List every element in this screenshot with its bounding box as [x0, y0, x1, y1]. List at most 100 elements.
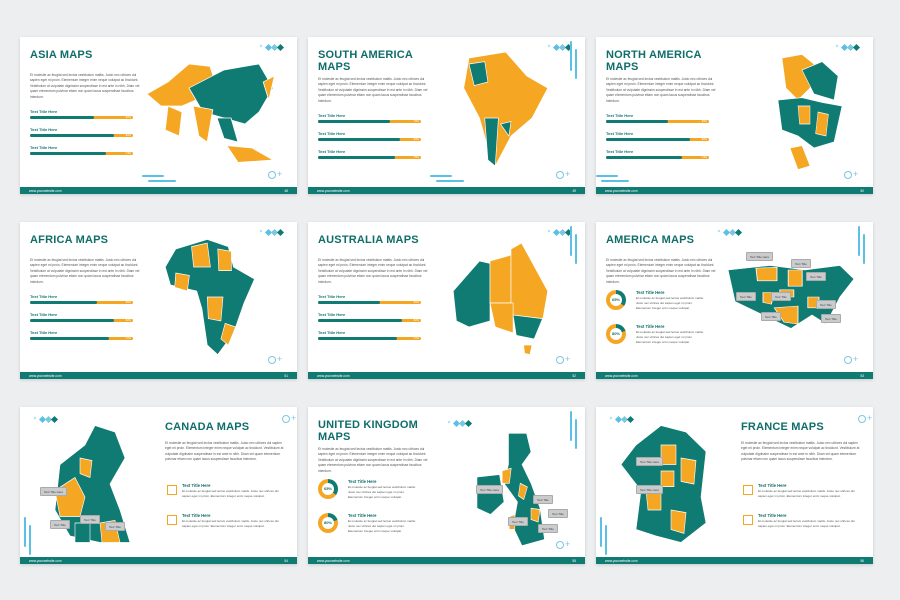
- diamond-decoration: [259, 44, 263, 48]
- map-region: [789, 145, 811, 171]
- slide-paragraph: Et molestie ac feugiat sed lectus vestib…: [318, 447, 428, 473]
- diamond-decoration: [547, 44, 551, 48]
- slide-africa[interactable]: AFRICA MAPS Et molestie ac feugiat sed le…: [20, 222, 297, 379]
- map-callout[interactable]: Text Title: [771, 292, 791, 301]
- south-america-map: [463, 52, 549, 167]
- bar-label: Text Title Here: [30, 145, 58, 150]
- map-region: [174, 272, 190, 292]
- map-region: [781, 54, 815, 101]
- slide-paragraph: Et molestie ac feugiat sed lectus vestib…: [165, 441, 284, 462]
- map-callout[interactable]: Text Title: [538, 524, 558, 533]
- slide-france[interactable]: FRANCE MAPS Et molestie ac feugiat sed le…: [596, 407, 873, 564]
- progress-percent: 80%: [413, 137, 419, 141]
- slide-america[interactable]: AMERICA MAPS Et molestie ac feugiat sed l…: [596, 222, 873, 379]
- progress-fill: [30, 116, 94, 119]
- map-callout[interactable]: Text Title: [791, 259, 811, 268]
- footer-url[interactable]: www.yourwebsite.com: [605, 188, 638, 193]
- bar-chart-icon: [743, 485, 753, 495]
- footer-url[interactable]: www.yourwebsite.com: [29, 558, 62, 563]
- map-callout[interactable]: Text Title: [105, 522, 125, 531]
- map-region: [220, 322, 237, 346]
- slide-paragraph: Et molestie ac feugiat sed lectus vestib…: [606, 77, 716, 103]
- map-callout[interactable]: Text Title: [533, 495, 553, 504]
- slide-canada[interactable]: CANADA MAPS Et molestie ac feugiat sed le…: [20, 407, 297, 564]
- circle-decoration: [282, 415, 290, 423]
- map-callout[interactable]: Text Title: [816, 300, 836, 309]
- bar-label: Text Title Here: [30, 330, 58, 335]
- map-callout[interactable]: Text Title Here: [636, 485, 664, 494]
- progress-fill: [30, 152, 107, 155]
- progress-percent: 82%: [413, 318, 419, 322]
- page-number: 50: [860, 188, 864, 193]
- footer-url[interactable]: www.yourwebsite.com: [605, 373, 638, 378]
- map-callout[interactable]: Text Title: [821, 314, 841, 323]
- item-text: Et molestie ac feugiat sed lectus vestib…: [758, 519, 855, 528]
- page-number: 54: [284, 558, 288, 563]
- item-text: Et molestie ac feugiat sed lectus vestib…: [636, 330, 704, 344]
- progress-percent: 62%: [125, 115, 131, 119]
- footer-url[interactable]: www.yourwebsite.com: [605, 558, 638, 563]
- map-callout[interactable]: Text Title Here: [476, 485, 504, 494]
- map-region: [815, 111, 829, 137]
- diamond-decoration: [609, 416, 613, 420]
- map-region: [226, 145, 275, 163]
- progress-fill: [30, 301, 97, 304]
- slide-footer: www.yourwebsite.com 50: [596, 187, 873, 194]
- map-callout[interactable]: Text Title: [50, 520, 70, 529]
- map-callout[interactable]: Text Title: [761, 312, 781, 321]
- map-callout[interactable]: Text Title Here: [40, 487, 68, 496]
- line-decoration: [29, 525, 31, 555]
- progress-fill: [318, 156, 396, 159]
- slide-australia[interactable]: AUSTRALIA MAPS Et molestie ac feugiat sed…: [308, 222, 585, 379]
- bar-label: Text Title Here: [318, 113, 346, 118]
- progress-fill: [318, 337, 398, 340]
- map-callout[interactable]: Text Title: [80, 515, 100, 524]
- map-region: [74, 522, 91, 543]
- item-title: Text Title Here: [758, 513, 787, 518]
- map-callout[interactable]: Text Title: [548, 509, 568, 518]
- slide-title: ASIA MAPS: [30, 49, 93, 61]
- map-callout[interactable]: Text Title: [508, 517, 528, 526]
- australia-map: [452, 242, 549, 356]
- north-america-map: [777, 54, 843, 171]
- footer-url[interactable]: www.yourwebsite.com: [29, 373, 62, 378]
- page-number: 52: [572, 373, 576, 378]
- footer-url[interactable]: www.yourwebsite.com: [29, 188, 62, 193]
- slide-footer: www.yourwebsite.com 52: [308, 372, 585, 379]
- map-region: [206, 296, 224, 322]
- footer-url[interactable]: www.yourwebsite.com: [317, 373, 350, 378]
- item-title: Text Title Here: [348, 513, 377, 518]
- asia-map: [146, 63, 276, 163]
- progress-percent: 82%: [125, 133, 131, 137]
- slide-title: SOUTH AMERICA MAPS: [318, 49, 413, 73]
- progress-percent: 77%: [125, 336, 131, 340]
- map-callout[interactable]: Text Title: [736, 292, 756, 301]
- line-decoration: [142, 175, 164, 177]
- progress-bar: 60%: [318, 301, 421, 304]
- footer-url[interactable]: www.yourwebsite.com: [317, 188, 350, 193]
- item-title: Text Title Here: [636, 290, 665, 295]
- map-callout[interactable]: Text Title: [806, 272, 826, 281]
- line-decoration: [24, 517, 26, 547]
- map-region: [217, 248, 232, 271]
- map-region: [79, 457, 93, 479]
- donut-percent: 65%: [610, 294, 622, 306]
- diamond-decoration: [276, 228, 285, 237]
- slide-south-america[interactable]: SOUTH AMERICA MAPS Et molestie ac feugiat…: [308, 37, 585, 194]
- footer-url[interactable]: www.yourwebsite.com: [317, 558, 350, 563]
- map-region: [801, 61, 839, 101]
- slide-title: AUSTRALIA MAPS: [318, 234, 419, 246]
- france-map: [620, 425, 707, 543]
- page-number: 53: [860, 373, 864, 378]
- slide-title: AMERICA MAPS: [606, 234, 695, 246]
- item-title: Text Title Here: [182, 513, 211, 518]
- map-callout[interactable]: Text Title Here: [746, 252, 774, 261]
- slide-united-kingdom[interactable]: UNITED KINGDOM MAPS Et molestie ac feugia…: [308, 407, 585, 564]
- map-region: [797, 105, 811, 125]
- bar-label: Text Title Here: [318, 312, 346, 317]
- map-callout[interactable]: Text Title Here: [636, 457, 664, 466]
- slide-asia[interactable]: ASIA MAPS Et molestie ac feugiat sed lect…: [20, 37, 297, 194]
- bar-label: Text Title Here: [318, 330, 346, 335]
- item-text: Et molestie ac feugiat sed lectus vestib…: [348, 485, 416, 499]
- slide-north-america[interactable]: NORTH AMERICA MAPS Et molestie ac feugiat…: [596, 37, 873, 194]
